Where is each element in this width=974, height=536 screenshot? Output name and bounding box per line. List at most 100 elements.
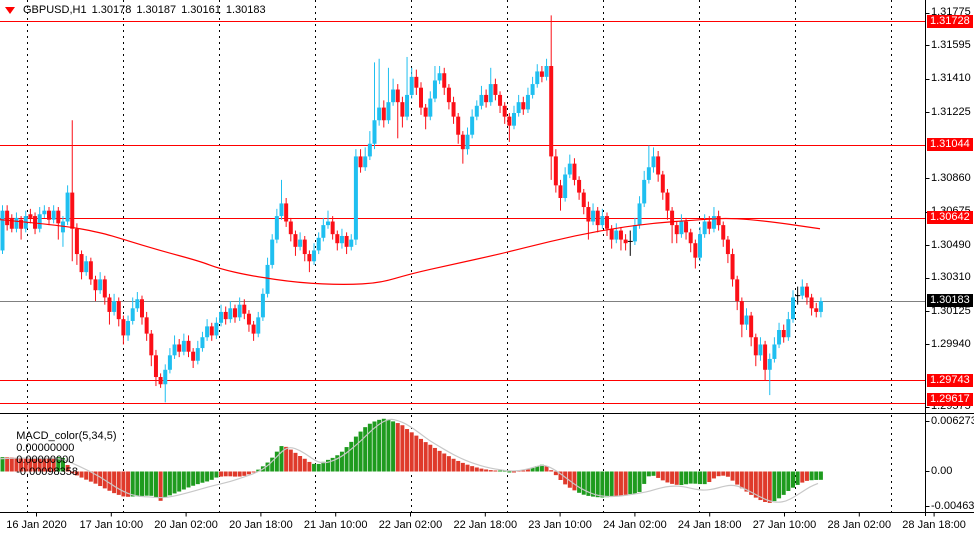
macd-histogram-bar bbox=[572, 471, 577, 491]
macd-histogram-bar bbox=[302, 458, 307, 472]
macd-histogram-bar bbox=[730, 471, 735, 481]
macd-histogram-bar bbox=[51, 457, 56, 472]
symbol-period-label: GBPUSD,H1 bbox=[23, 4, 87, 16]
macd-histogram-bar bbox=[251, 471, 256, 473]
macd-histogram-bar bbox=[65, 464, 70, 472]
candle-body bbox=[377, 107, 382, 121]
price-tick-label: 1.30860 bbox=[931, 171, 971, 184]
macd-histogram-bar bbox=[749, 471, 754, 495]
macd-histogram-bar bbox=[265, 462, 270, 472]
macd-histogram-bar bbox=[451, 458, 456, 472]
macd-histogram-bar bbox=[698, 471, 702, 485]
macd-name-label: MACD_color(5,34,5) bbox=[16, 430, 117, 442]
macd-histogram-bar bbox=[386, 419, 391, 472]
macd-histogram-bar bbox=[442, 453, 447, 472]
candle-body bbox=[274, 216, 279, 240]
macd-histogram-bar bbox=[367, 423, 372, 472]
macd-histogram-bar bbox=[274, 451, 279, 472]
time-axis-label: 28 Jan 02:00 bbox=[827, 519, 892, 531]
macd-histogram-bar bbox=[753, 471, 758, 498]
macd-histogram-bar bbox=[688, 471, 693, 484]
macd-histogram-bar bbox=[214, 471, 219, 478]
candle-body bbox=[600, 216, 605, 226]
candle-body bbox=[167, 355, 172, 370]
macd-histogram-bar bbox=[609, 471, 614, 497]
candle-body bbox=[670, 210, 675, 226]
candle-body bbox=[730, 254, 735, 280]
candle-body bbox=[112, 301, 117, 312]
macd-histogram-bar bbox=[391, 421, 396, 472]
candle-body bbox=[474, 105, 479, 117]
candle-body bbox=[386, 102, 391, 121]
macd-axis-label: -0.0046301 bbox=[931, 499, 974, 512]
price-level-badge: 1.30642 bbox=[927, 211, 973, 225]
macd-histogram-bar bbox=[465, 464, 470, 472]
candle-body bbox=[5, 210, 10, 226]
open-value: 1.30178 bbox=[91, 4, 132, 16]
candle-body bbox=[47, 210, 51, 220]
candle-body bbox=[623, 239, 628, 244]
macd-histogram-bar bbox=[0, 457, 5, 472]
macd-histogram-bar bbox=[172, 471, 177, 494]
macd-histogram-bar bbox=[525, 469, 530, 472]
price-tick-label: 1.30490 bbox=[931, 238, 971, 251]
candle-body bbox=[804, 286, 809, 298]
candle-body bbox=[9, 217, 14, 229]
candle-body bbox=[763, 344, 768, 370]
candle-body bbox=[237, 304, 242, 318]
candle-body bbox=[33, 216, 38, 229]
macd-histogram-bar bbox=[642, 471, 647, 484]
candle-body bbox=[488, 84, 493, 103]
price-tick-label: 1.31595 bbox=[931, 38, 971, 51]
candle-body bbox=[153, 355, 158, 378]
macd-histogram-bar bbox=[130, 471, 135, 497]
price-tick-label: 1.31225 bbox=[931, 105, 971, 118]
candle-body bbox=[98, 279, 103, 291]
candle-body bbox=[609, 228, 614, 240]
macd-histogram-bar bbox=[219, 471, 224, 477]
macd-histogram-bar bbox=[205, 471, 210, 482]
candle-body bbox=[781, 330, 786, 338]
time-axis-label: 21 Jan 10:00 bbox=[303, 519, 368, 531]
candle-body bbox=[753, 337, 758, 356]
candle-body bbox=[786, 319, 791, 338]
candle-body bbox=[158, 377, 163, 385]
candle-body bbox=[126, 320, 131, 336]
candle-body bbox=[493, 84, 498, 95]
candle-body bbox=[721, 225, 726, 240]
macd-histogram-bar bbox=[181, 471, 186, 490]
macd-histogram-bar bbox=[488, 470, 493, 472]
candle-body bbox=[428, 98, 433, 117]
candle-body bbox=[572, 163, 577, 180]
candle-body bbox=[200, 337, 205, 349]
macd-histogram-bar bbox=[405, 429, 410, 472]
macd-histogram-bar bbox=[191, 471, 196, 486]
macd-histogram-bar bbox=[581, 471, 586, 495]
macd-histogram-bar bbox=[149, 471, 154, 496]
candle-body bbox=[381, 107, 386, 121]
time-axis-label: 17 Jan 10:00 bbox=[79, 519, 144, 531]
candle-body bbox=[507, 116, 512, 126]
candle-body bbox=[553, 156, 558, 186]
candle-body bbox=[646, 167, 651, 180]
macd-histogram-bar bbox=[358, 431, 363, 472]
macd-histogram-bar bbox=[144, 471, 149, 496]
macd-histogram-bar bbox=[800, 471, 805, 483]
candle-body bbox=[358, 156, 363, 168]
macd-histogram-bar bbox=[744, 471, 749, 492]
candle-body bbox=[530, 84, 535, 95]
price-tick-label: 1.29575 bbox=[931, 399, 971, 412]
candle-body bbox=[409, 76, 414, 95]
macd-histogram-bar bbox=[23, 458, 28, 472]
macd-histogram-bar bbox=[646, 471, 651, 477]
candle-body bbox=[298, 239, 303, 247]
macd-histogram-bar bbox=[512, 471, 516, 473]
candle-body bbox=[581, 192, 586, 208]
candle-body bbox=[525, 94, 530, 110]
macd-histogram-bar bbox=[312, 463, 317, 472]
candle-body bbox=[679, 221, 684, 235]
candle-body bbox=[321, 225, 326, 238]
macd-histogram-bar bbox=[47, 457, 51, 472]
candle-body bbox=[567, 163, 572, 175]
